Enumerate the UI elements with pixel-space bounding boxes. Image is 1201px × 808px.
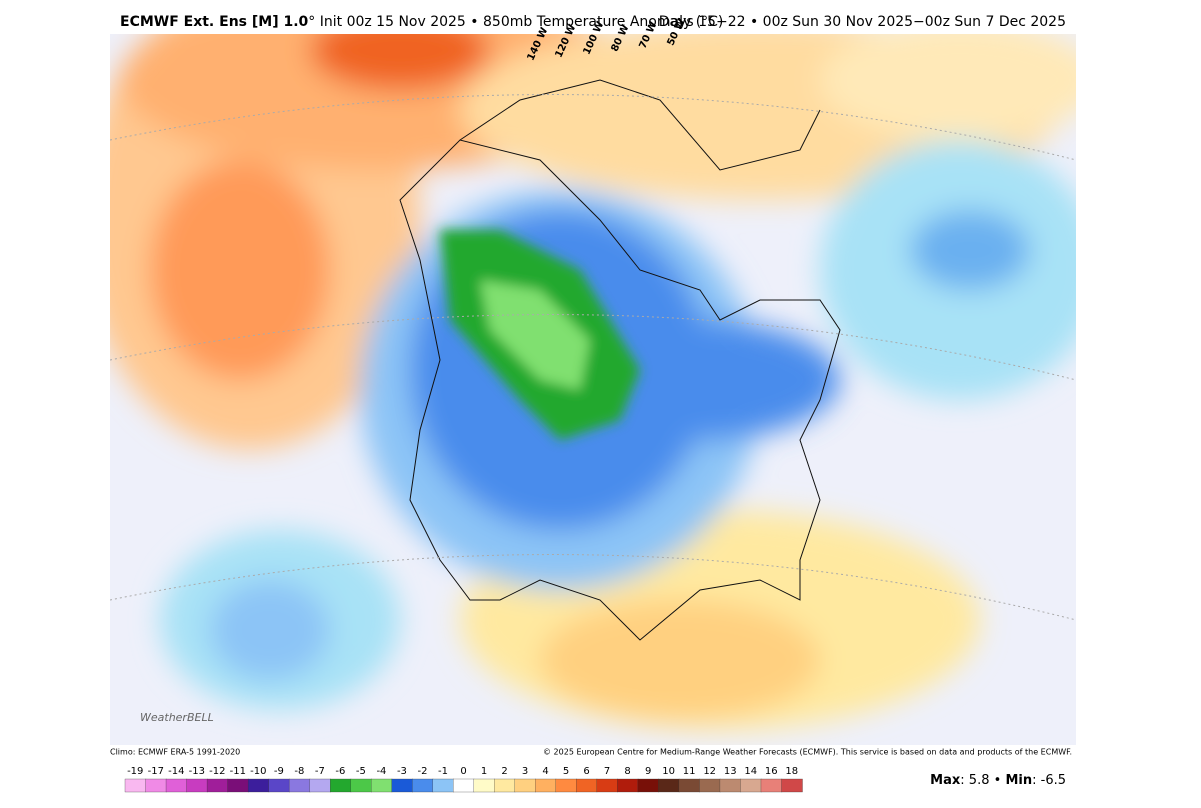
colorbar-swatch bbox=[330, 778, 352, 793]
colorbar-swatch bbox=[206, 778, 229, 793]
colorbar-swatch bbox=[637, 778, 660, 793]
colorbar-label: -10 bbox=[250, 766, 266, 777]
colorbar-swatch bbox=[145, 778, 167, 793]
colorbar-label: 5 bbox=[563, 766, 569, 777]
colorbar-label: 1 bbox=[481, 766, 487, 777]
colorbar-label: -6 bbox=[335, 766, 345, 777]
colorbar-swatch bbox=[658, 778, 680, 793]
colorbar-label: -3 bbox=[397, 766, 407, 777]
map: WeatherBELL bbox=[110, 34, 1076, 745]
copyright: © 2025 European Centre for Medium-Range … bbox=[543, 748, 1072, 757]
colorbar-swatch bbox=[371, 778, 393, 793]
colorbar-swatch bbox=[760, 778, 783, 793]
climo-note: Climo: ECMWF ERA-5 1991-2020 bbox=[110, 748, 240, 757]
colorbar-swatch bbox=[719, 778, 742, 793]
colorbar-label: -11 bbox=[230, 766, 246, 777]
valid-time: Days 15−22 • 00z Sun 30 Nov 2025−00z Sun… bbox=[659, 14, 1066, 30]
colorbar-label: -1 bbox=[438, 766, 448, 777]
colorbar-swatch bbox=[678, 778, 701, 793]
colorbar-swatch bbox=[617, 778, 639, 793]
colorbar-swatch bbox=[432, 778, 454, 793]
colorbar-label: -9 bbox=[274, 766, 284, 777]
colorbar-label: 6 bbox=[583, 766, 589, 777]
colorbar-label: 18 bbox=[785, 766, 798, 777]
colorbar-label: 3 bbox=[522, 766, 528, 777]
colorbar-label: -5 bbox=[356, 766, 366, 777]
colorbar-swatch bbox=[740, 778, 762, 793]
colorbar-label: -12 bbox=[209, 766, 225, 777]
colorbar-label: 9 bbox=[645, 766, 651, 777]
logo: WeatherBELL bbox=[140, 711, 214, 724]
colorbar-swatch bbox=[186, 778, 208, 793]
colorbar-label: -7 bbox=[315, 766, 325, 777]
colorbar-label: 13 bbox=[724, 766, 737, 777]
colorbar-swatch bbox=[555, 778, 577, 793]
colorbar-swatch bbox=[247, 778, 270, 793]
colorbar-label: 16 bbox=[765, 766, 778, 777]
colorbar-swatch bbox=[576, 778, 598, 793]
colorbar-label: 8 bbox=[624, 766, 630, 777]
colorbar-label: -17 bbox=[148, 766, 164, 777]
colorbar-label: 10 bbox=[662, 766, 675, 777]
colorbar-swatch bbox=[412, 778, 434, 793]
colorbar-label: -2 bbox=[417, 766, 427, 777]
stats: Max: 5.8 • Min: -6.5 bbox=[930, 773, 1066, 788]
colorbar-swatch bbox=[391, 778, 413, 793]
colorbar-swatch bbox=[288, 778, 311, 793]
colorbar-label: -13 bbox=[189, 766, 205, 777]
colorbar-swatch bbox=[309, 778, 331, 793]
colorbar-label: 12 bbox=[703, 766, 716, 777]
colorbar-swatch bbox=[227, 778, 249, 793]
colorbar-swatch bbox=[514, 778, 536, 793]
colorbar-swatch bbox=[124, 778, 147, 793]
colorbar-swatch bbox=[165, 778, 188, 793]
colorbar-label: 14 bbox=[744, 766, 757, 777]
colorbar-swatch bbox=[453, 778, 475, 793]
colorbar-label: 11 bbox=[683, 766, 696, 777]
colorbar-swatch bbox=[699, 778, 721, 793]
colorbar-swatch bbox=[781, 778, 803, 793]
colorbar-swatch bbox=[268, 778, 290, 793]
title: ECMWF Ext. Ens [M] 1.0° Init 00z 15 Nov … bbox=[120, 14, 723, 30]
colorbar-label: 0 bbox=[460, 766, 466, 777]
colorbar-swatch bbox=[473, 778, 495, 793]
colorbar-label: -4 bbox=[376, 766, 386, 777]
colorbar-label: -19 bbox=[127, 766, 143, 777]
colorbar-swatch bbox=[596, 778, 619, 793]
colorbar-label: 7 bbox=[604, 766, 610, 777]
colorbar-label: 2 bbox=[501, 766, 507, 777]
colorbar-label: -14 bbox=[168, 766, 184, 777]
colorbar-label: -8 bbox=[294, 766, 304, 777]
colorbar-swatch bbox=[494, 778, 516, 793]
colorbar-label: 4 bbox=[542, 766, 548, 777]
colorbar-swatch bbox=[350, 778, 372, 793]
colorbar-swatch bbox=[535, 778, 557, 793]
